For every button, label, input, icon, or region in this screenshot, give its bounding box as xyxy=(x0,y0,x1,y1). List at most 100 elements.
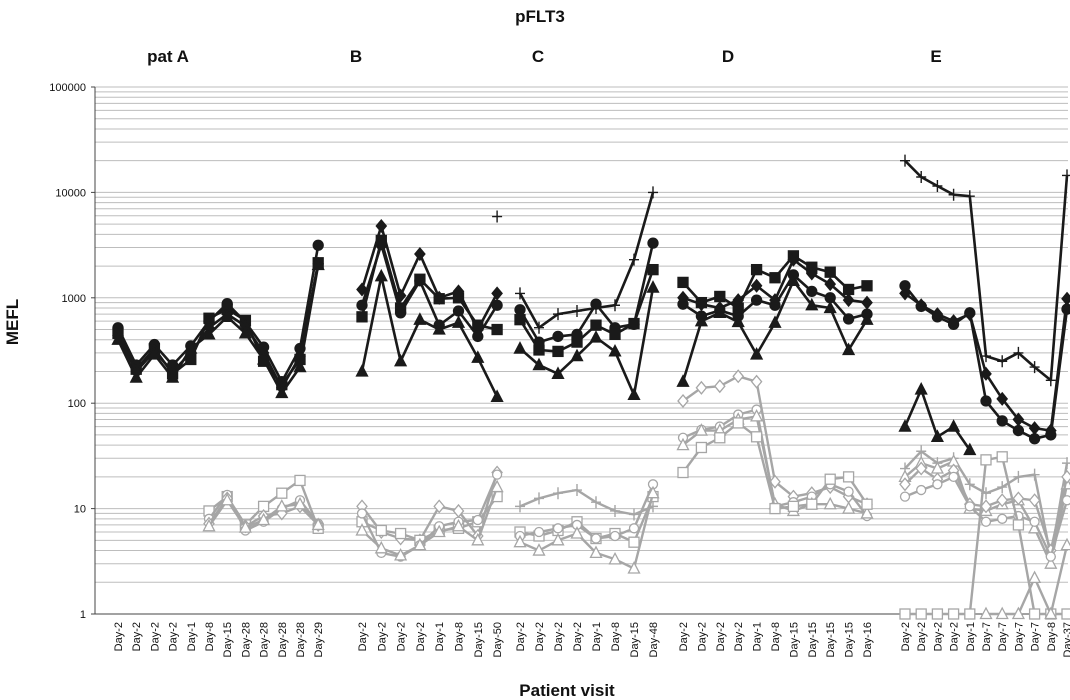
data-point xyxy=(996,493,1009,508)
data-point xyxy=(823,496,837,510)
x-axis-label: Patient visit xyxy=(519,681,615,700)
data-point xyxy=(627,387,641,401)
series-line xyxy=(519,488,654,516)
data-point xyxy=(129,370,143,383)
data-point xyxy=(731,314,745,328)
data-point xyxy=(899,477,911,492)
data-point xyxy=(534,321,544,334)
data-point xyxy=(647,237,659,249)
x-tick-label: Day-2 xyxy=(696,622,708,651)
data-point xyxy=(769,502,781,515)
data-point xyxy=(947,608,960,620)
y-axis-label: MEFL xyxy=(3,299,22,345)
data-point xyxy=(471,532,485,546)
data-point xyxy=(842,501,856,514)
data-point xyxy=(750,374,763,389)
data-point xyxy=(589,330,603,343)
data-point xyxy=(842,283,855,296)
data-point xyxy=(646,485,660,499)
data-point xyxy=(750,278,763,293)
data-point xyxy=(677,393,689,408)
series-line xyxy=(904,159,1069,382)
data-point xyxy=(1062,457,1070,470)
data-point xyxy=(571,336,583,348)
data-point xyxy=(514,314,526,326)
data-point xyxy=(609,328,621,341)
data-point xyxy=(375,238,387,251)
data-point xyxy=(843,486,854,497)
data-point xyxy=(714,432,726,444)
data-point xyxy=(628,536,640,548)
data-point xyxy=(294,474,306,487)
data-point xyxy=(452,292,465,304)
data-point xyxy=(824,277,837,292)
data-point xyxy=(1045,374,1056,387)
data-point xyxy=(860,506,874,519)
data-point xyxy=(413,537,427,551)
data-point xyxy=(1029,361,1040,374)
data-point xyxy=(769,272,781,284)
data-point xyxy=(572,484,582,497)
series-line xyxy=(682,421,868,510)
data-point xyxy=(257,352,271,365)
data-point xyxy=(1028,421,1041,436)
x-tick-label: Day-2 xyxy=(733,622,745,651)
data-point xyxy=(491,286,503,301)
data-point xyxy=(824,473,836,485)
series-open-triangle-light xyxy=(513,485,660,574)
data-point xyxy=(572,304,582,317)
x-tick-label: Day-15 xyxy=(629,622,641,657)
data-point xyxy=(1029,516,1040,527)
data-point xyxy=(610,504,620,517)
series-triangle-dark xyxy=(898,382,977,456)
data-point xyxy=(647,263,659,276)
data-point xyxy=(805,266,818,281)
data-point xyxy=(963,442,977,456)
data-point xyxy=(768,315,782,328)
x-tick-label: Day-2 xyxy=(900,622,912,651)
data-point xyxy=(980,366,992,381)
data-point xyxy=(930,429,944,442)
data-point xyxy=(394,353,408,367)
data-point xyxy=(432,322,446,335)
data-point xyxy=(589,545,603,559)
x-tick-label: Day-50 xyxy=(492,622,504,657)
data-point xyxy=(677,298,689,310)
x-tick-label: Day-2 xyxy=(168,622,180,651)
data-point xyxy=(111,332,125,345)
data-point xyxy=(948,188,959,201)
series-plus-dark xyxy=(492,210,503,223)
series-open-square-light xyxy=(899,451,1070,620)
data-point xyxy=(184,341,198,354)
data-point xyxy=(355,364,369,377)
data-point xyxy=(964,190,975,203)
data-point xyxy=(806,285,818,298)
x-tick-label: Day-8 xyxy=(454,622,466,651)
x-tick-label: Day-1 xyxy=(434,622,446,651)
data-point xyxy=(1012,519,1025,531)
data-point xyxy=(916,484,927,496)
x-tick-label: Day-2 xyxy=(553,622,565,651)
x-tick-label: Day-2 xyxy=(149,622,161,651)
x-tick-label: Day-15 xyxy=(473,622,485,657)
data-point xyxy=(997,355,1008,368)
data-point xyxy=(238,325,252,339)
x-tick-label: Day-1 xyxy=(752,622,764,651)
y-tick-label: 100000 xyxy=(49,82,86,94)
data-point xyxy=(628,523,640,534)
data-point xyxy=(900,154,910,167)
series-open-circle-light xyxy=(514,479,659,544)
data-point xyxy=(1013,346,1024,359)
panel-label: E xyxy=(930,47,941,66)
data-point xyxy=(534,492,544,505)
data-point xyxy=(627,561,641,574)
data-point xyxy=(275,498,289,512)
x-tick-label: Day-8 xyxy=(1046,622,1058,651)
data-point xyxy=(997,481,1008,494)
series-diamond-dark xyxy=(899,286,1070,438)
series-layer xyxy=(111,154,1070,620)
data-point xyxy=(311,517,325,531)
data-point xyxy=(899,608,911,620)
data-point xyxy=(238,520,252,533)
